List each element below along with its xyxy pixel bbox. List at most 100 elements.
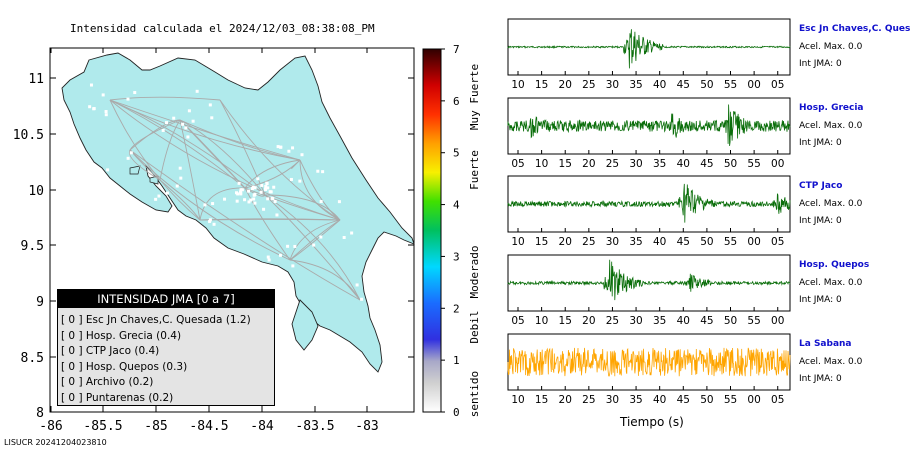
- town-marker: [203, 203, 207, 207]
- town-marker: [273, 199, 277, 203]
- town-marker: [104, 113, 108, 117]
- road: [289, 219, 341, 261]
- town-marker: [260, 183, 264, 187]
- station-acel-max: Acel. Max. 0.0: [799, 278, 863, 288]
- map-x-tick-label: -83.5: [295, 419, 334, 434]
- seismogram-trace: [507, 347, 791, 377]
- time-tick-label: 15: [535, 79, 548, 91]
- colorbar-tick-label: 5: [453, 147, 460, 160]
- time-tick-label: 15: [559, 158, 572, 170]
- map-y-tick-label: 10: [28, 184, 44, 199]
- town-marker: [175, 184, 179, 188]
- time-tick-label: 35: [629, 236, 642, 248]
- town-marker: [208, 218, 212, 222]
- time-tick-label: 05: [511, 158, 524, 170]
- station-name: CTP Jaco: [799, 181, 843, 191]
- time-tick-label: 55: [747, 158, 760, 170]
- town-marker: [186, 135, 190, 139]
- time-tick-label: 55: [724, 394, 737, 406]
- road: [299, 159, 341, 221]
- road: [289, 219, 341, 261]
- intensity-map: -86 -85.5 -85 -84.5 -84 -83.5 -83 11 10.5 10 9.5 9…: [13, 47, 415, 434]
- time-tick-label: 00: [747, 236, 760, 248]
- town-marker: [126, 156, 130, 160]
- town-marker: [211, 202, 215, 206]
- road: [109, 99, 341, 221]
- town-marker: [247, 189, 251, 193]
- road: [244, 187, 341, 221]
- time-tick-label: 55: [724, 79, 737, 91]
- time-tick-label: 20: [559, 236, 572, 248]
- time-tick-label: 40: [677, 315, 690, 327]
- town-marker: [289, 177, 293, 181]
- time-tick-label: 10: [511, 394, 524, 406]
- road: [129, 149, 361, 301]
- map-y-tick-label: 8.5: [21, 351, 44, 366]
- station-int-jma: Int JMA: 0: [799, 216, 842, 226]
- town-marker: [239, 188, 243, 192]
- station-acel-max: Acel. Max. 0.0: [799, 199, 863, 209]
- intensity-colorbar: 7 6 5 4 3 2 1 0 Muy Fuerte Fuerte Moderado Debil No…: [422, 43, 481, 420]
- road-network: [109, 96, 361, 301]
- town-marker: [319, 235, 323, 239]
- legend-row: [ 0 ] Esc Jn Chaves,C. Quesada (1.2): [61, 314, 251, 326]
- time-tick-label: 20: [582, 315, 595, 327]
- colorbar-tick-label: 2: [453, 302, 460, 315]
- town-marker: [319, 200, 323, 204]
- time-tick-label: 30: [629, 158, 642, 170]
- station-int-jma: Int JMA: 0: [799, 59, 842, 69]
- time-tick-label: 25: [582, 79, 595, 91]
- town-marker: [239, 191, 243, 195]
- town-marker: [312, 243, 316, 247]
- town-marker: [278, 253, 282, 257]
- town-marker: [271, 197, 275, 201]
- town-marker: [101, 93, 105, 97]
- road: [244, 187, 291, 261]
- time-tick-label: 50: [724, 315, 737, 327]
- town-marker: [208, 219, 212, 223]
- town-marker: [253, 201, 257, 205]
- time-tick-label: 20: [582, 158, 595, 170]
- legend-row: [ 0 ] CTP Jaco (0.4): [61, 345, 160, 357]
- map-y-tick-label: 9.5: [21, 239, 44, 254]
- time-tick-label: 20: [559, 394, 572, 406]
- time-tick-label: 40: [677, 158, 690, 170]
- time-tick-label: 25: [582, 236, 595, 248]
- seismogram-trace: [507, 259, 791, 301]
- station-acel-max: Acel. Max. 0.0: [799, 357, 863, 367]
- station-int-jma: Int JMA: 0: [799, 295, 842, 305]
- road: [129, 119, 181, 151]
- legend-row: [ 0 ] Hosp. Quepos (0.3): [61, 360, 188, 373]
- town-marker: [337, 200, 341, 204]
- town-marker: [243, 198, 247, 202]
- town-marker: [298, 179, 302, 183]
- map-x-tick-label: -83: [355, 419, 378, 434]
- time-tick-label: 05: [771, 236, 784, 248]
- time-tick-label: 25: [582, 394, 595, 406]
- town-marker: [187, 109, 191, 113]
- colorbar-band-label: Muy Fuerte: [468, 64, 481, 130]
- time-tick-label: 15: [535, 236, 548, 248]
- time-tick-label: 10: [511, 79, 524, 91]
- legend-row: [ 0 ] Hosp. Grecia (0.4): [61, 329, 182, 342]
- time-tick-label: 50: [700, 236, 713, 248]
- town-marker: [237, 181, 241, 185]
- colorbar-bands: Muy Fuerte Fuerte Moderado Debil No sentido: [468, 64, 481, 420]
- time-tick-label: 55: [724, 236, 737, 248]
- time-tick-label: 45: [677, 79, 690, 91]
- colorbar-band-label: Debil: [468, 310, 481, 343]
- time-tick-label: 10: [511, 236, 524, 248]
- road: [264, 194, 361, 301]
- station-name: Esc Jn Chaves,C. Ques: [799, 24, 910, 34]
- town-marker: [264, 185, 268, 189]
- town-marker: [89, 83, 93, 87]
- time-tick-label: 20: [559, 79, 572, 91]
- station-int-jma: Int JMA: 0: [799, 138, 842, 148]
- colorbar-gradient: [422, 48, 442, 413]
- road: [109, 99, 301, 161]
- road: [299, 159, 341, 221]
- time-tick-label: 50: [700, 79, 713, 91]
- road: [219, 99, 341, 221]
- station-name: Hosp. Quepos: [799, 260, 870, 270]
- town-marker: [279, 145, 283, 149]
